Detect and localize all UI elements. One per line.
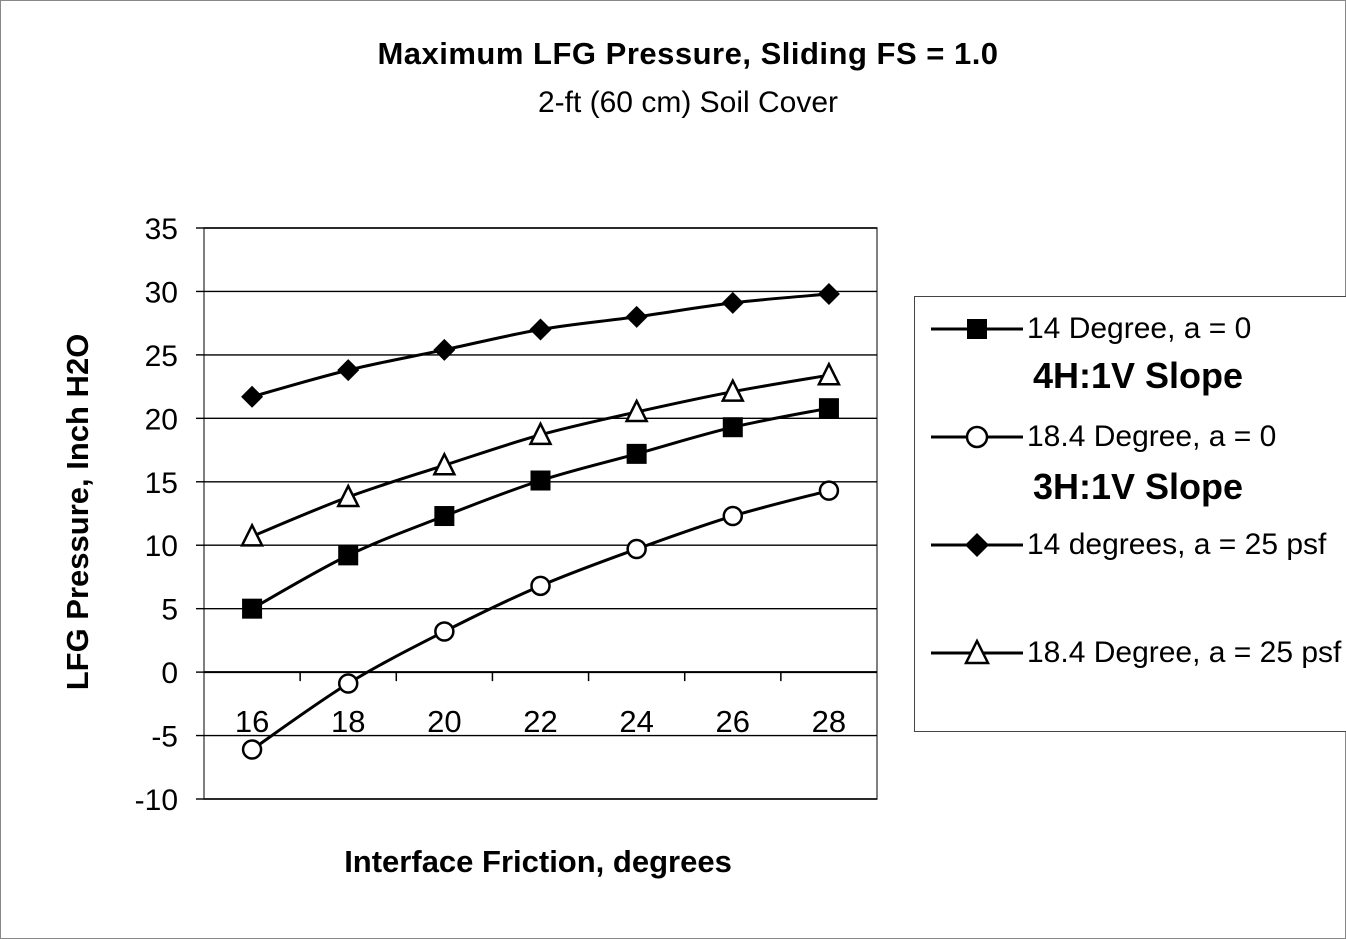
legend-marker-square bbox=[931, 319, 1023, 339]
y-tick-label: 35 bbox=[145, 213, 178, 246]
legend-label-series-0: 14 Degree, a = 0 bbox=[1027, 312, 1252, 345]
data-point-series-2 bbox=[337, 359, 360, 382]
data-point-series-0 bbox=[626, 443, 647, 464]
data-point-series-3 bbox=[432, 451, 457, 476]
data-point-series-2 bbox=[625, 305, 648, 328]
x-tick-label: 22 bbox=[523, 704, 557, 739]
series-line-2 bbox=[251, 292, 830, 399]
chart-subtitle: 2-ft (60 cm) Soil Cover bbox=[537, 86, 839, 119]
data-point-series-3 bbox=[240, 522, 265, 547]
legend-label-series-2: 14 degrees, a = 25 psf bbox=[1027, 528, 1327, 561]
y-tick-label: 30 bbox=[145, 276, 178, 309]
data-point-series-1 bbox=[722, 505, 744, 527]
data-point-series-2 bbox=[721, 291, 744, 314]
data-point-series-0 bbox=[242, 598, 263, 619]
data-point-series-1 bbox=[241, 739, 263, 760]
data-point-series-3 bbox=[624, 398, 649, 423]
data-point-series-1 bbox=[337, 673, 359, 694]
x-tick-label: 26 bbox=[716, 704, 750, 739]
chart-title: Maximum LFG Pressure, Sliding FS = 1.0 bbox=[377, 36, 999, 71]
y-tick-label: 5 bbox=[161, 594, 178, 627]
y-tick-label: 15 bbox=[145, 467, 178, 500]
data-point-series-0 bbox=[338, 545, 359, 566]
legend-label-series-1: 18.4 Degree, a = 0 bbox=[1027, 420, 1277, 453]
data-point-series-1 bbox=[530, 575, 551, 597]
data-point-series-0 bbox=[434, 506, 455, 527]
data-point-series-2 bbox=[241, 385, 264, 408]
y-tick-label: 0 bbox=[161, 657, 178, 690]
legend-marker-circle bbox=[931, 425, 1023, 449]
x-tick-label: 20 bbox=[427, 704, 461, 739]
y-tick-label: 10 bbox=[145, 530, 178, 563]
data-point-series-0 bbox=[722, 417, 743, 438]
y-tick-label: 25 bbox=[145, 340, 178, 373]
legend-header-3h: 3H:1V Slope bbox=[1033, 466, 1244, 507]
data-point-series-1 bbox=[818, 480, 840, 501]
data-point-series-2 bbox=[817, 282, 840, 305]
data-point-series-1 bbox=[434, 621, 455, 642]
legend-label-series-3: 18.4 Degree, a = 25 psf bbox=[1027, 636, 1342, 669]
y-tick-label: -5 bbox=[151, 721, 178, 754]
data-point-series-0 bbox=[530, 470, 551, 491]
x-tick-label: 28 bbox=[812, 704, 846, 739]
x-tick-label: 24 bbox=[619, 704, 653, 739]
x-axis-label: Interface Friction, degrees bbox=[344, 844, 732, 879]
x-tick-label: 16 bbox=[235, 704, 269, 739]
legend-header-4h: 4H:1V Slope bbox=[1033, 355, 1244, 396]
y-tick-label: -10 bbox=[135, 784, 178, 817]
legend-marker-diamond bbox=[931, 533, 1023, 557]
data-point-series-3 bbox=[816, 361, 841, 386]
legend-marker-triangle bbox=[931, 638, 1023, 665]
y-tick-label: 20 bbox=[145, 403, 178, 436]
legend: 14 Degree, a = 0 4H:1V Slope 18.4 Degree… bbox=[914, 296, 1346, 732]
x-tick-label: 18 bbox=[331, 704, 365, 739]
data-point-series-2 bbox=[529, 318, 552, 341]
data-point-series-3 bbox=[336, 483, 361, 508]
data-point-series-3 bbox=[528, 421, 553, 446]
data-point-series-1 bbox=[626, 538, 647, 560]
data-point-series-3 bbox=[720, 377, 745, 402]
data-point-series-0 bbox=[818, 398, 839, 419]
data-point-series-2 bbox=[433, 338, 456, 361]
